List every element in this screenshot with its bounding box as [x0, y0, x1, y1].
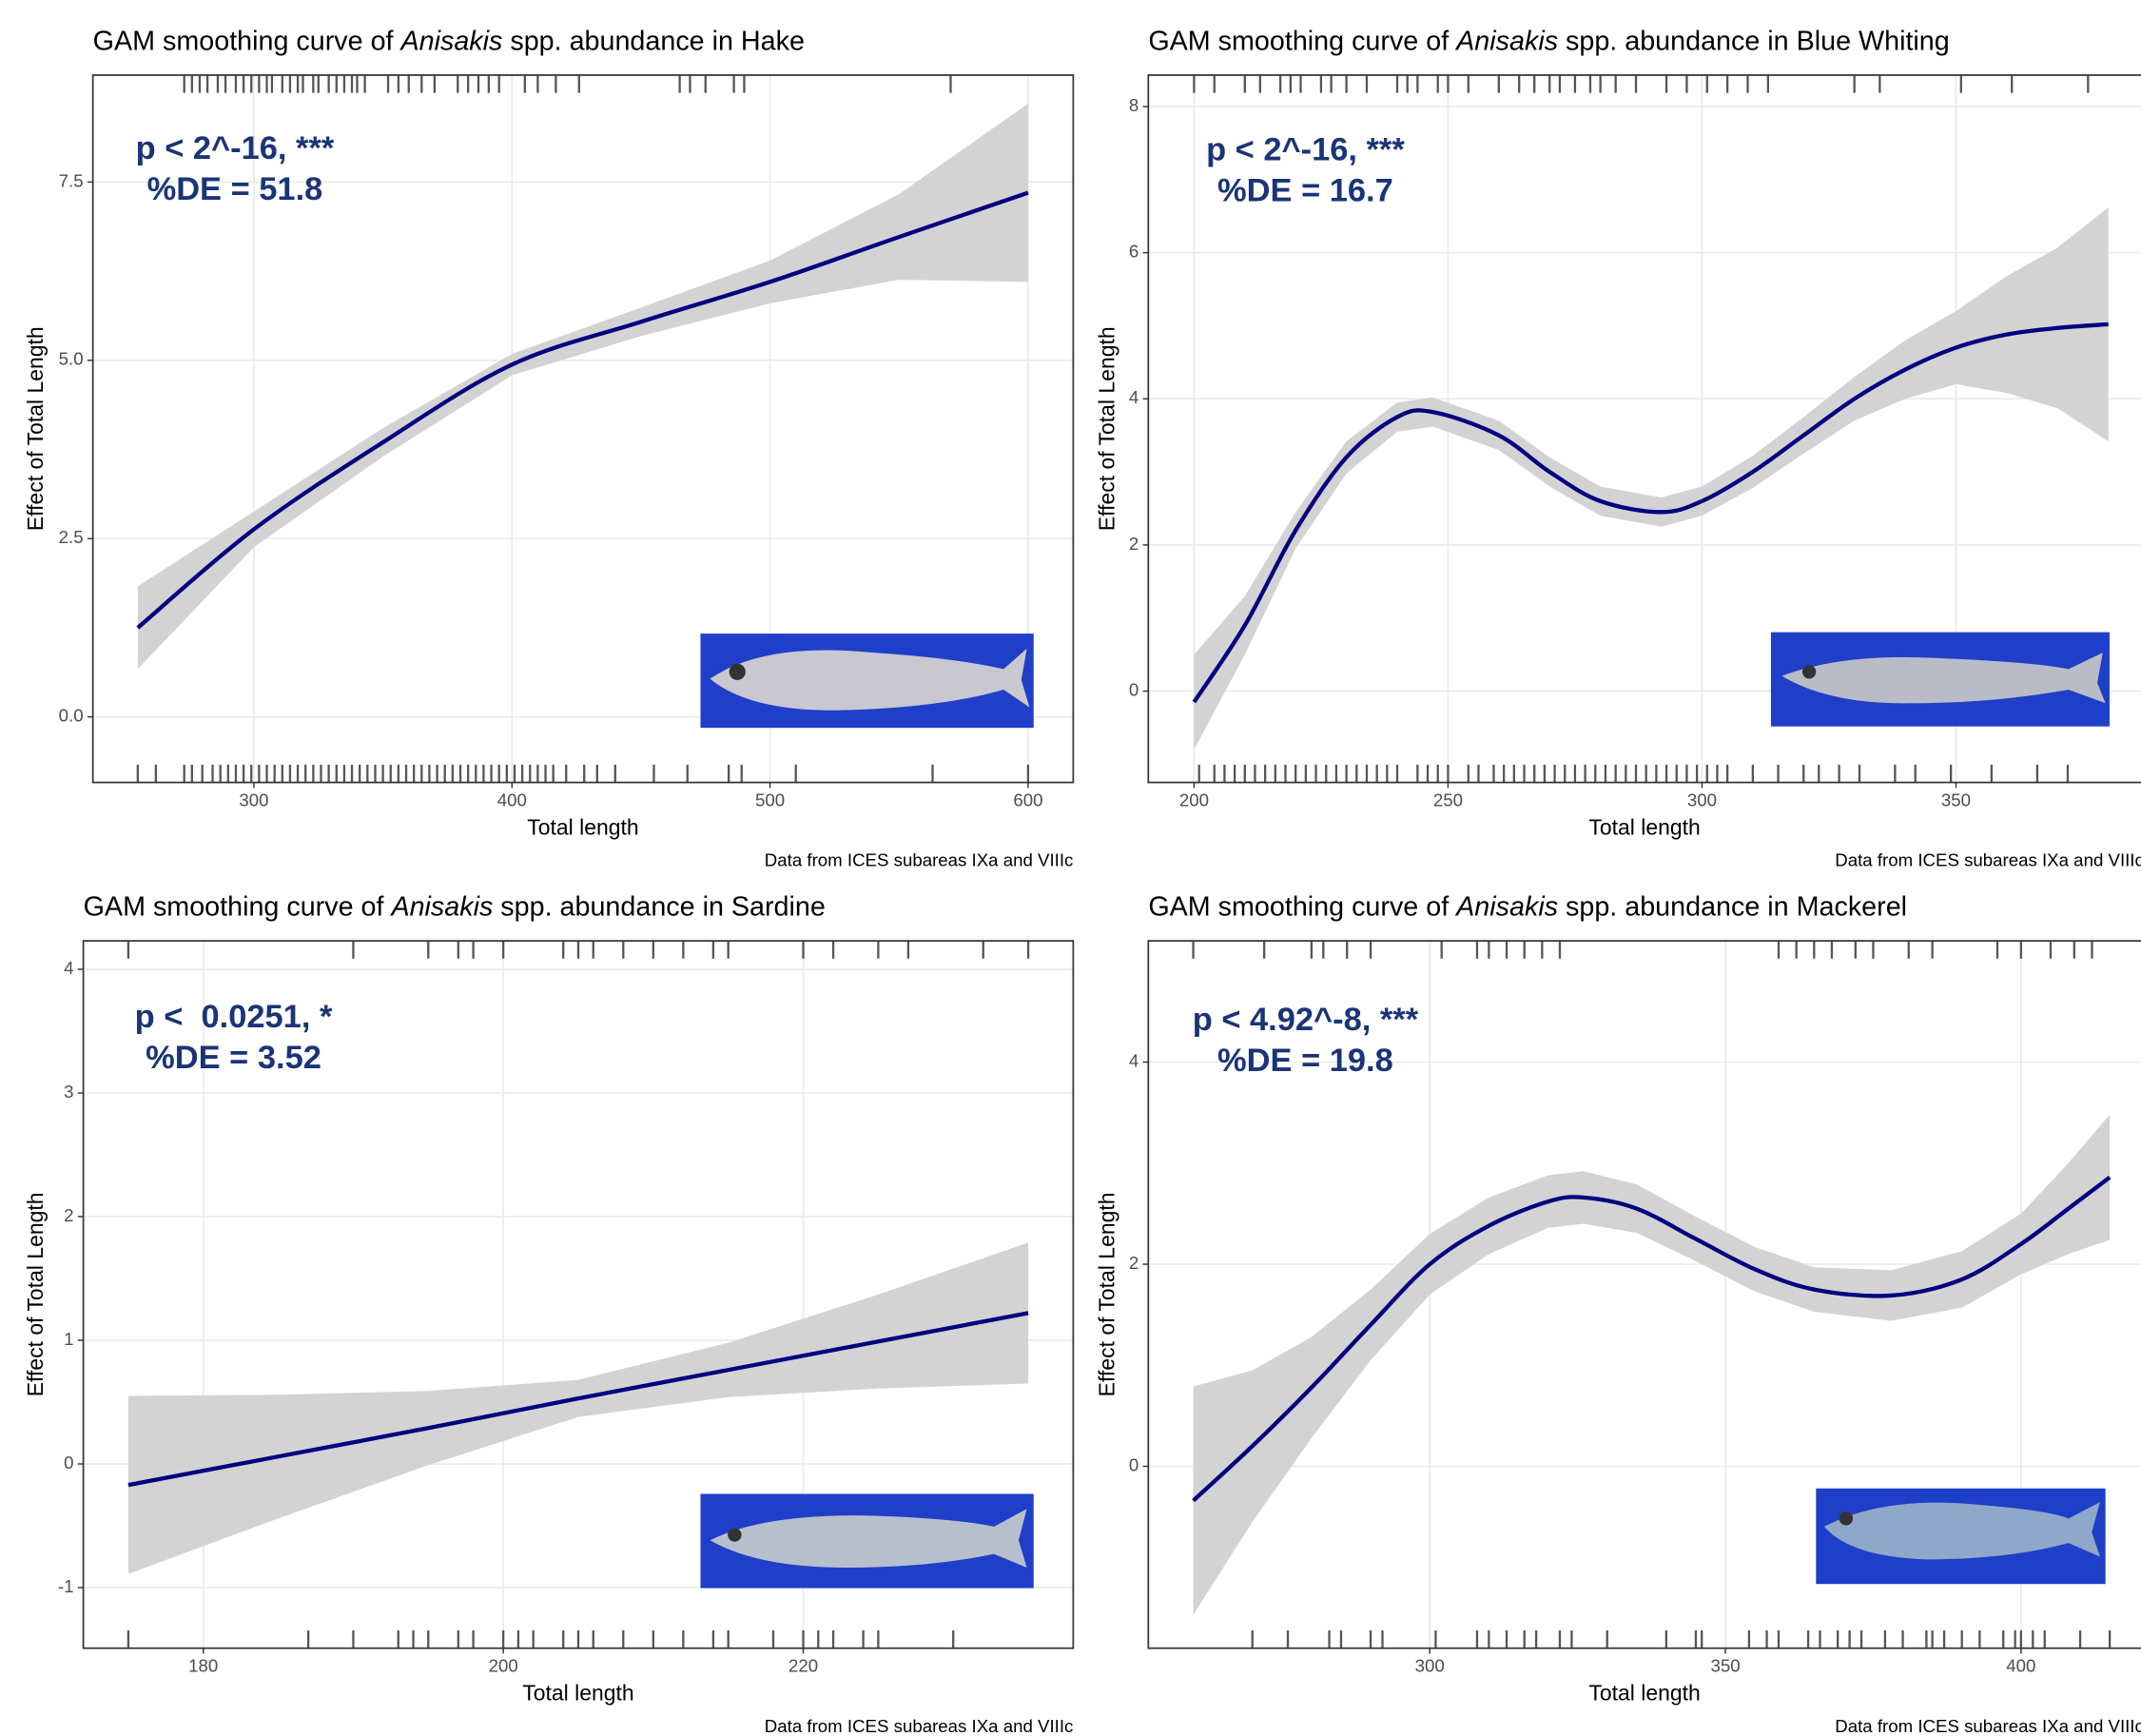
y-tick-label: 2	[1129, 534, 1139, 554]
x-tick-label: 220	[788, 1656, 818, 1676]
title-part: GAM smoothing curve of	[84, 891, 392, 922]
x-axis-label: Total length	[527, 814, 638, 839]
y-tick-label: 0.0	[59, 706, 84, 726]
panel: 300 350 400 0 2 4 GAM smoothing curve of Anis…	[1095, 891, 2141, 1736]
chart-title: GAM smoothing curve of Anisakis spp. abu…	[84, 891, 826, 922]
title-part: spp. abundance in Mackerel	[1558, 891, 1907, 922]
plot-border	[1147, 940, 2141, 1649]
caption: Data from ICES subareas IXa and VIIIc	[1835, 850, 2141, 870]
panel: 200 250 300 350 0 2 4 6 8 GAM smoothing curve of…	[1095, 26, 2141, 870]
y-tick-label: 0	[1129, 1454, 1139, 1474]
y-axis-label: Effect of Total Length	[1095, 326, 1119, 531]
x-tick-label: 350	[1941, 790, 1971, 810]
annotation: p < 0.0251, *	[135, 999, 333, 1035]
smooth-curve	[1192, 1175, 2112, 1503]
confidence-band	[127, 1242, 1029, 1574]
plot-border	[91, 74, 1075, 784]
y-tick-label: -1	[58, 1576, 74, 1596]
title-part: GAM smoothing curve of	[93, 26, 401, 56]
panel: 300 400 500 600 0.0 2.5 5.0 7.5 GAM smoothing c…	[23, 26, 1075, 870]
smooth-curve	[136, 190, 1029, 630]
y-tick-label: 3	[64, 1082, 73, 1102]
annotation: %DE = 16.7	[1217, 173, 1393, 209]
plot-area	[92, 74, 1074, 783]
y-tick-label: 4	[1129, 1050, 1139, 1070]
smooth-curve	[127, 1311, 1029, 1488]
caption: Data from ICES subareas IXa and VIIIc	[765, 1716, 1074, 1736]
x-axis-label: Total length	[522, 1681, 633, 1706]
title-part: spp. abundance in Sardine	[493, 891, 825, 922]
x-tick-label: 300	[1415, 1656, 1445, 1676]
chart-title: GAM smoothing curve of Anisakis spp. abu…	[1148, 891, 1907, 922]
annotation: %DE = 51.8	[147, 171, 323, 207]
y-axis-label: Effect of Total Length	[23, 326, 48, 531]
x-tick-label: 180	[188, 1656, 218, 1676]
x-tick-label: 400	[497, 790, 527, 810]
y-tick-label: 0	[1129, 679, 1139, 699]
x-tick-label: 250	[1433, 790, 1463, 810]
title-part: Anisakis	[399, 26, 502, 56]
title-part: Anisakis	[1454, 26, 1558, 56]
x-tick-label: 350	[1710, 1656, 1740, 1676]
title-part: GAM smoothing curve of	[1148, 891, 1456, 922]
y-tick-label: 4	[1129, 387, 1139, 407]
plot-border	[1147, 74, 2141, 784]
y-tick-label: 1	[64, 1329, 73, 1349]
annotation: %DE = 19.8	[1217, 1043, 1393, 1079]
x-tick-label: 300	[1687, 790, 1717, 810]
title-part: Anisakis	[389, 891, 493, 922]
smooth-curve	[1192, 322, 2109, 704]
title-part: GAM smoothing curve of	[1148, 26, 1456, 56]
fish-image	[1816, 1488, 2106, 1585]
x-tick-label: 200	[489, 1656, 518, 1676]
chart-title: GAM smoothing curve of Anisakis spp. abu…	[1148, 26, 1949, 56]
chart-title: GAM smoothing curve of Anisakis spp. abu…	[93, 26, 805, 56]
x-tick-label: 400	[2006, 1656, 2035, 1676]
plot-border	[82, 940, 1075, 1649]
y-axis-label: Effect of Total Length	[1095, 1192, 1119, 1396]
y-tick-label: 4	[64, 958, 73, 978]
y-axis-label: Effect of Total Length	[23, 1192, 48, 1396]
y-tick-label: 0	[64, 1453, 73, 1473]
x-tick-label: 500	[755, 790, 785, 810]
plot-area	[83, 941, 1074, 1648]
fish-image	[700, 1493, 1034, 1589]
title-part: Anisakis	[1454, 891, 1558, 922]
x-axis-label: Total length	[1588, 1681, 1700, 1706]
y-tick-label: 8	[1129, 95, 1139, 115]
x-axis-label: Total length	[1588, 814, 1700, 839]
title-part: spp. abundance in Hake	[502, 26, 805, 56]
annotation: p < 2^-16, ***	[136, 130, 335, 166]
y-tick-label: 7.5	[59, 170, 84, 190]
confidence-band	[137, 103, 1028, 670]
y-tick-label: 6	[1129, 242, 1139, 262]
annotation: p < 4.92^-8, ***	[1193, 1002, 1419, 1038]
caption: Data from ICES subareas IXa and VIIIc	[765, 850, 1074, 870]
annotation: p < 2^-16, ***	[1206, 131, 1405, 167]
panel: 180 200 220 -1 0 1 2 3 4 GAM smoothing curve of …	[23, 891, 1075, 1736]
y-tick-label: 2.5	[59, 527, 84, 547]
x-tick-label: 200	[1179, 790, 1209, 810]
y-tick-label: 5.0	[59, 349, 84, 369]
fish-image	[700, 634, 1034, 729]
caption: Data from ICES subareas IXa and VIIIc	[1835, 1716, 2141, 1736]
x-tick-label: 300	[239, 790, 268, 810]
title-part: spp. abundance in Blue Whiting	[1558, 26, 1950, 56]
fish-image	[1770, 632, 2110, 727]
y-tick-label: 2	[64, 1205, 73, 1225]
x-tick-label: 600	[1013, 790, 1042, 810]
annotation: %DE = 3.52	[146, 1040, 321, 1076]
y-tick-label: 2	[1129, 1253, 1139, 1273]
